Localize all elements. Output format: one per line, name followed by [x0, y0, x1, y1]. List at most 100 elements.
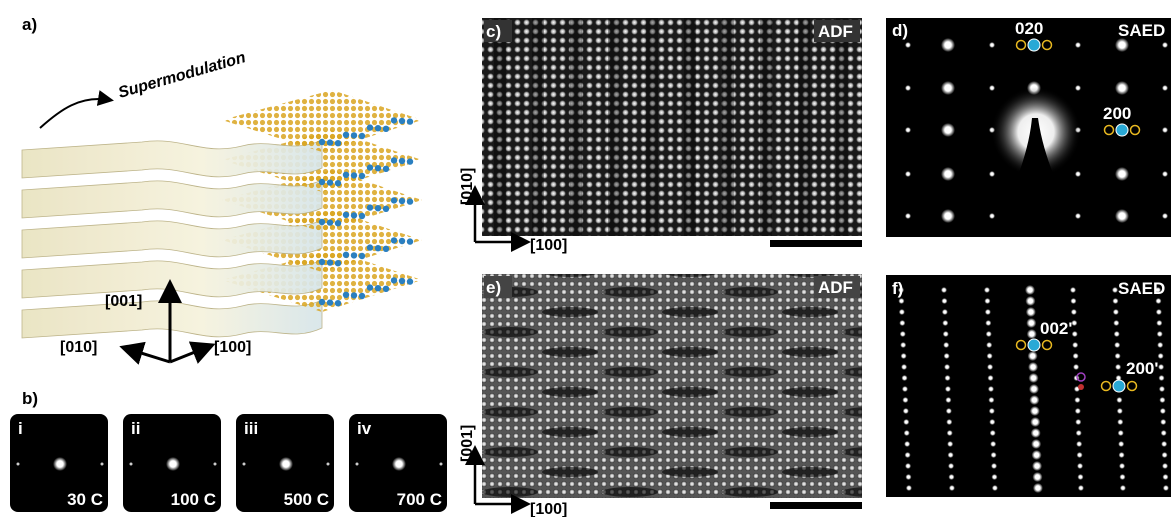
diffraction-spot — [1156, 309, 1162, 315]
diffraction-spot — [945, 375, 951, 381]
diffraction-spot — [987, 353, 993, 359]
diffraction-spot — [898, 298, 904, 304]
diffraction-spot — [986, 331, 992, 337]
diffraction-spot — [905, 127, 911, 133]
diffraction-spot — [1075, 419, 1081, 425]
side-spot — [130, 463, 133, 466]
spot-marker — [1078, 384, 1084, 390]
layer — [22, 140, 322, 178]
diffraction-spot — [941, 298, 947, 304]
diffraction-spot — [947, 430, 953, 436]
diffraction-spot — [1072, 331, 1078, 337]
diffraction-spot — [1115, 167, 1129, 181]
diffraction-spot — [941, 287, 947, 293]
diffraction-spot — [900, 342, 906, 348]
diffraction-spot — [1075, 171, 1081, 177]
axis-label: [100] — [214, 339, 251, 356]
diffraction-spot — [948, 452, 954, 458]
axis-label: [001] — [459, 425, 476, 462]
atom — [351, 252, 357, 258]
diffraction-spot — [1162, 127, 1168, 133]
diffraction-spot — [1119, 474, 1125, 480]
diffraction-spot — [989, 42, 995, 48]
diffraction-spot — [941, 167, 955, 181]
axis-label: [100] — [530, 237, 567, 254]
diffraction-spot — [899, 320, 905, 326]
panel-label: e) — [486, 278, 501, 297]
atom — [375, 165, 381, 171]
atom — [399, 118, 405, 124]
temperature-label: 100 C — [171, 490, 216, 509]
diffraction-spot — [1158, 353, 1164, 359]
diffraction-spot — [945, 386, 951, 392]
diffraction-spot — [948, 463, 954, 469]
diffraction-spot — [992, 485, 998, 491]
diffraction-spot — [941, 38, 955, 52]
spot-label: 020 — [1015, 19, 1043, 38]
panel-label: c) — [486, 22, 501, 41]
diffraction-spot — [1159, 397, 1165, 403]
mode-label: ADF — [818, 22, 853, 41]
diffraction-spot — [1070, 298, 1076, 304]
indexed-spot — [1028, 39, 1040, 51]
diffraction-spot — [1161, 441, 1167, 447]
diffraction-spot — [1028, 362, 1038, 372]
diffraction-spot — [1077, 463, 1083, 469]
diffraction-spot — [904, 430, 910, 436]
modulation-arrow — [40, 99, 110, 128]
diffraction-spot — [1119, 463, 1125, 469]
diffraction-spot — [905, 42, 911, 48]
atom — [343, 132, 349, 138]
panel-f: f) SAED 002' 200' — [886, 275, 1171, 497]
atom — [375, 285, 381, 291]
diffraction-spot — [984, 287, 990, 293]
atom — [391, 197, 397, 203]
diffraction-spot — [985, 309, 991, 315]
panel-a: a) Supermodulation [001] [010] [100] — [22, 15, 422, 362]
diffraction-spot — [1033, 483, 1043, 493]
spot-label: 002' — [1040, 319, 1072, 338]
diffraction-spot — [988, 375, 994, 381]
diffraction-spot — [1162, 171, 1168, 177]
indexed-spot — [1113, 380, 1125, 392]
diffraction-spot — [990, 441, 996, 447]
diffraction-spot — [944, 364, 950, 370]
diffraction-spot — [1159, 386, 1165, 392]
diffraction-spot — [1115, 81, 1129, 95]
diffraction-spot — [946, 408, 952, 414]
diffraction-spot — [1160, 419, 1166, 425]
atom — [367, 124, 373, 130]
diffraction-spot — [1157, 331, 1163, 337]
diffraction-spot — [1161, 430, 1167, 436]
atom — [399, 278, 405, 284]
side-spot — [356, 463, 359, 466]
diffraction-spot — [1115, 209, 1129, 223]
diffraction-spot — [905, 171, 911, 177]
central-spot — [392, 457, 406, 471]
adf-image-banding — [482, 18, 862, 236]
diffraction-spot — [1162, 213, 1168, 219]
diffraction-spot — [1028, 351, 1038, 361]
diffraction-spot — [902, 397, 908, 403]
atom — [383, 246, 389, 252]
diffraction-spot — [1157, 342, 1163, 348]
atom — [375, 245, 381, 251]
frame-index: iv — [357, 419, 372, 438]
indexed-spot — [1116, 124, 1128, 136]
atom — [391, 277, 397, 283]
diffraction-spot — [1029, 395, 1039, 405]
spot-label: 200' — [1126, 359, 1158, 378]
diffraction-spot — [1162, 474, 1168, 480]
diffraction-spot — [904, 441, 910, 447]
diffraction-spot — [1031, 439, 1041, 449]
diffraction-spot — [903, 419, 909, 425]
atom — [407, 158, 413, 164]
atom — [343, 252, 349, 258]
diffraction-spot — [989, 419, 995, 425]
axis-label: [010] — [459, 168, 476, 205]
diffraction-spot — [943, 342, 949, 348]
diffraction-spot — [1113, 309, 1119, 315]
diffraction-spot — [944, 353, 950, 359]
panel-label: a) — [22, 15, 37, 34]
diffraction-spot — [1118, 441, 1124, 447]
